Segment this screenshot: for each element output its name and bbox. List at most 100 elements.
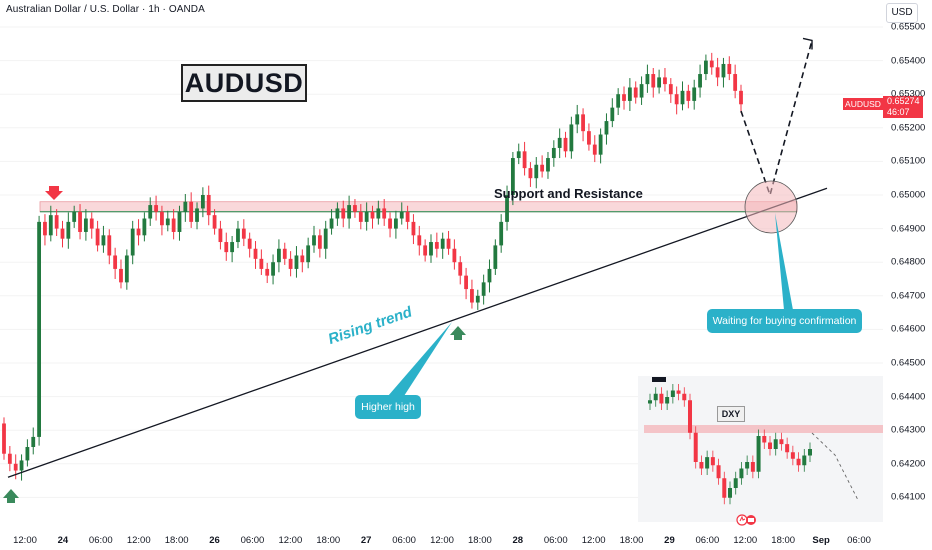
candle-body — [616, 94, 621, 108]
candle-body — [43, 221, 47, 236]
dxy-candle-body — [728, 488, 732, 498]
candle-body — [364, 211, 369, 222]
candle-body — [341, 208, 346, 219]
candle-body — [358, 211, 363, 222]
support-resistance-zone — [39, 201, 798, 213]
candle-body — [393, 218, 398, 229]
dxy-zone — [644, 425, 883, 433]
candle-body — [54, 215, 59, 229]
time-tick-label: 12:00 — [733, 535, 758, 546]
event-icon[interactable] — [736, 514, 758, 526]
candle-body — [657, 77, 662, 88]
candle-body — [721, 63, 726, 78]
price-tick-label: 0.64800 — [891, 256, 926, 268]
candle-body — [124, 255, 129, 283]
dxy-candle-body — [756, 436, 761, 472]
time-tick-label: 12:00 — [126, 535, 151, 546]
candle-body — [288, 258, 293, 269]
candle-body — [236, 228, 240, 243]
candle-body — [78, 211, 82, 232]
time-tick-label: 12:00 — [13, 535, 37, 546]
price-tick-label: 0.65200 — [891, 122, 926, 134]
candle-body — [475, 295, 480, 303]
candle-body — [452, 248, 457, 263]
candle-body — [622, 94, 626, 101]
candle-body — [505, 195, 509, 222]
candle-body — [592, 144, 597, 155]
candle-body — [7, 453, 12, 464]
candle-body — [499, 221, 504, 246]
candle-body — [464, 275, 468, 290]
dxy-candle-body — [710, 457, 715, 466]
candle-body — [715, 67, 720, 78]
candle-body — [95, 228, 100, 246]
candle-body — [458, 262, 463, 276]
candle-body — [639, 84, 644, 98]
candle-body — [604, 121, 609, 135]
candle-body — [481, 282, 486, 296]
price-tick-label: 0.64400 — [891, 391, 926, 403]
candle-body — [370, 211, 375, 219]
chart-title: AUDUSD — [181, 64, 307, 102]
candle-body — [382, 208, 387, 219]
candle-body — [487, 268, 492, 283]
dxy-candle-body — [670, 390, 675, 397]
dxy-candle-body — [693, 432, 698, 462]
dxy-candle-body — [790, 452, 795, 459]
symbol-description: Australian Dollar / U.S. Dollar · 1h · O… — [6, 4, 205, 15]
time-tick-label: 18:00 — [316, 535, 341, 546]
candle-body — [218, 228, 223, 243]
candle-body — [206, 195, 211, 216]
drawings-layer — [3, 37, 828, 503]
down-arrow-icon — [45, 186, 63, 200]
candle-body — [645, 74, 650, 85]
price-tick-label: 0.64600 — [891, 323, 926, 335]
dxy-candles-layer — [648, 384, 859, 505]
candle-body — [241, 228, 246, 239]
time-tick-label: 06:00 — [88, 535, 113, 546]
candle-body — [37, 221, 41, 437]
candle-body — [189, 201, 194, 222]
candle-body — [31, 436, 36, 447]
candle-body — [563, 137, 568, 152]
candle-body — [698, 74, 702, 88]
candle-body — [551, 147, 556, 159]
time-tick-label: 26 — [209, 535, 220, 546]
dxy-candle-body — [699, 462, 704, 469]
candle-body — [212, 215, 217, 229]
currency-button[interactable]: USD — [886, 3, 918, 23]
candle-body — [282, 248, 287, 259]
candle-body — [271, 262, 275, 276]
candle-body — [405, 211, 410, 222]
price-tick-label: 0.65100 — [891, 155, 926, 167]
time-tick-label: 06:00 — [695, 535, 720, 546]
dxy-projection — [811, 432, 859, 501]
price-tick-label: 0.64200 — [891, 458, 926, 470]
candle-body — [733, 74, 738, 91]
price-tick-label: 0.64100 — [891, 491, 926, 503]
time-tick-label: 18:00 — [468, 535, 492, 546]
candle-body — [154, 205, 158, 212]
dxy-candle-body — [722, 478, 727, 498]
candle-body — [148, 205, 153, 219]
price-tick-label: 0.64700 — [891, 290, 926, 302]
candle-body — [277, 248, 281, 263]
time-tick-label: 18:00 — [771, 535, 796, 546]
price-tick-label: 0.64300 — [891, 424, 926, 436]
candle-body — [335, 208, 340, 219]
candle-body — [2, 423, 6, 454]
candle-body — [329, 218, 334, 229]
candle-body — [224, 242, 229, 253]
price-tick-label: 0.65300 — [891, 88, 926, 100]
dxy-candle-body — [739, 468, 744, 479]
time-tick-label: 06:00 — [392, 535, 416, 546]
candle-body — [60, 228, 65, 239]
candle-body — [72, 211, 77, 222]
candle-body — [48, 215, 53, 236]
higher-high-callout-pointer — [388, 322, 452, 396]
candle-body — [130, 228, 135, 256]
price-tick-label: 0.65400 — [891, 55, 926, 67]
candle-body — [265, 268, 270, 276]
